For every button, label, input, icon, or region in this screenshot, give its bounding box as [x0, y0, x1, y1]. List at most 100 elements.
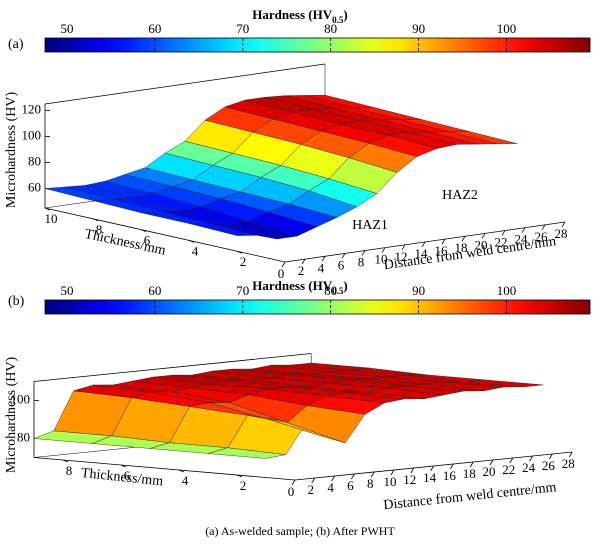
x-tick [529, 455, 533, 462]
x-tick-label: 22 [502, 462, 515, 477]
x-tick-label: 0 [288, 484, 295, 499]
x-tick [301, 258, 306, 265]
y-tick-label: 8 [96, 222, 103, 237]
colorbar-title-part: 0.5 [332, 286, 344, 296]
x-tick [370, 471, 375, 478]
annotation: HAZ2 [442, 188, 478, 203]
x-tick-label: 6 [338, 257, 345, 272]
x-tick [341, 253, 346, 259]
x-tick [549, 453, 553, 460]
x-tick-label: 28 [555, 226, 568, 241]
x-tick-label: 2 [298, 263, 305, 278]
x-tick [441, 238, 446, 245]
x-tick-label: 16 [435, 243, 449, 258]
x-tick [281, 261, 286, 268]
x-tick [489, 459, 494, 466]
x-tick-label: 8 [358, 255, 365, 270]
colorbar-tick-label: 70 [236, 283, 249, 298]
y-tick-label: 4 [192, 243, 199, 258]
box-edge [44, 63, 326, 105]
panel-label: (a) [8, 37, 24, 52]
y-tick [62, 459, 69, 463]
z-axis-label: Microhardness (HV) [4, 92, 19, 209]
colorbar [44, 37, 591, 53]
x-tick [291, 479, 296, 486]
colorbar-tick-label: 60 [148, 21, 161, 36]
caption: (a) As-welded sample; (b) After PWHT [205, 524, 395, 538]
x-tick [501, 230, 506, 236]
x-tick-label: 6 [347, 478, 354, 493]
colorbar-title: Hardness (HV0.5) [252, 7, 347, 25]
colorbar-tick-label: 80 [324, 21, 337, 36]
surface-cell [448, 131, 518, 145]
colorbar-tick-label: 80 [324, 283, 337, 298]
colorbar-tick-label: 70 [236, 21, 249, 36]
x-tick [521, 227, 526, 233]
x-tick-label: 28 [562, 456, 575, 471]
x-tick-label: 20 [483, 464, 496, 479]
y-tick [178, 469, 185, 473]
y-tick-label: 2 [240, 254, 247, 269]
y-tick-label: 6 [124, 468, 131, 483]
x-tick [321, 256, 326, 262]
y-tick [236, 250, 243, 254]
x-tick [509, 457, 514, 464]
x-tick [401, 244, 406, 251]
y-tick [236, 474, 243, 478]
colorbar-tick-label: 50 [60, 21, 73, 36]
colorbar-tick-label: 60 [148, 283, 161, 298]
surface-cell [465, 379, 544, 388]
x-tick-label: 22 [495, 235, 508, 250]
x-tick-label: 18 [455, 240, 468, 255]
x-tick-label: 16 [443, 468, 457, 483]
z-axis-label: Microhardness (HV) [4, 357, 19, 474]
y-tick-label: 10 [45, 211, 58, 226]
colorbar-title-part: Hardness (HV [252, 278, 332, 293]
x-tick [390, 469, 395, 476]
y-tick [140, 229, 147, 232]
colorbar-tick-label: 90 [412, 21, 425, 36]
x-tick-label: 20 [475, 237, 488, 252]
panel-label: (b) [8, 294, 25, 309]
x-tick-label: 26 [542, 458, 556, 473]
x-tick-label: 24 [515, 232, 529, 247]
x-tick-label: 4 [318, 260, 325, 275]
colorbar-tick-label: 50 [60, 283, 73, 298]
x-tick-label: 4 [327, 480, 334, 495]
z-tick-label: 100 [11, 391, 31, 406]
x-tick [381, 247, 386, 253]
colorbar [44, 299, 591, 315]
z-tick-label: 100 [22, 127, 42, 142]
x-tick [461, 236, 466, 242]
annotation: HAZ1 [352, 218, 388, 233]
x-tick-label: 2 [308, 482, 315, 497]
x-tick [561, 221, 566, 228]
y-tick [120, 464, 127, 468]
z-tick-label: 120 [22, 101, 42, 116]
y-tick-label: 6 [144, 233, 151, 248]
x-tick-label: 0 [278, 266, 285, 281]
z-tick-label: 80 [28, 153, 41, 168]
box-edge [33, 353, 312, 382]
x-tick [450, 463, 454, 470]
y-tick [92, 218, 99, 222]
colorbar-title-part: ) [343, 278, 347, 293]
y-axis-label: Thickness/mm [80, 466, 164, 490]
x-tick [481, 233, 486, 239]
x-tick [331, 475, 335, 482]
y-tick [44, 207, 51, 211]
x-tick-label: 26 [535, 229, 549, 244]
y-tick [188, 240, 195, 243]
colorbar-tick-label: 100 [497, 21, 517, 36]
x-tick-label: 8 [367, 476, 374, 491]
x-tick [430, 465, 434, 472]
x-tick-label: 12 [403, 472, 416, 487]
x-tick [410, 467, 415, 474]
y-tick-label: 4 [182, 473, 189, 488]
y-axis-label: Thickness/mm [83, 227, 167, 259]
colorbar-title-part: 0.5 [332, 15, 344, 25]
x-axis-label: Distance from weld centre/mm [383, 234, 557, 273]
